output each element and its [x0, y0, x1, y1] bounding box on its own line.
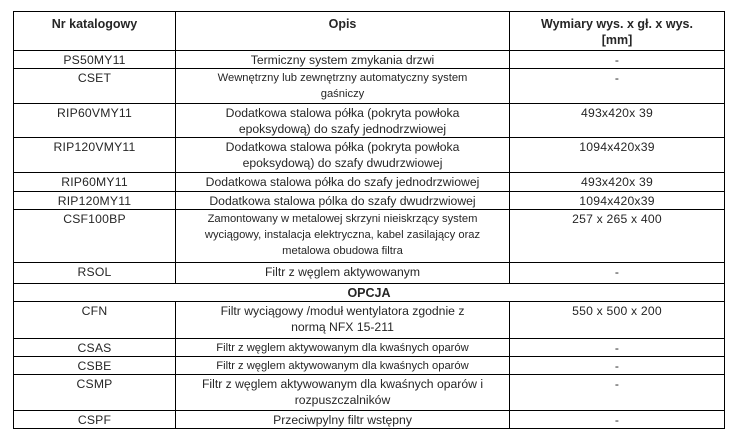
catalog-number-cell: CSAS: [13, 338, 176, 357]
catalog-number-cell: CSBE: [13, 356, 176, 375]
table-row: RIP120VMY11 Dodatkowa stalowa półka (pokr…: [13, 137, 725, 173]
catalog-number-cell: PS50MY11: [13, 50, 176, 69]
dimensions-cell: 493x420x 39: [509, 172, 725, 192]
table-body: PS50MY11 Termiczny system zmykania drzwi -…: [13, 50, 725, 429]
column-header-catalog-number: Nr katalogowy: [13, 11, 176, 51]
dimensions-cell: -: [509, 68, 725, 104]
dimensions-cell: 493x420x 39: [509, 103, 725, 138]
section-row: OPCJA: [13, 283, 725, 302]
catalog-number-cell: CSMP: [13, 374, 176, 411]
description-cell: Zamontowany w metalowej skrzyni nieiskrz…: [175, 209, 510, 263]
description-cell: Dodatkowa stalowa półka do szafy jednodr…: [175, 172, 510, 192]
dimensions-cell: 1094x420x39: [509, 191, 725, 210]
catalog-table: Nr katalogowy Opis Wymiary wys. x gł. x …: [13, 11, 725, 429]
table-row: RSOL Filtr z węglem aktywowanym -: [13, 262, 725, 284]
description-cell: Filtr z węglem aktywowanym: [175, 262, 510, 284]
catalog-number-cell: CSET: [13, 68, 176, 104]
description-cell: Termiczny system zmykania drzwi: [175, 50, 510, 69]
table-row: RIP60MY11 Dodatkowa stalowa półka do szaf…: [13, 172, 725, 192]
description-cell: Filtr wyciągowy /moduł wentylatora zgodn…: [175, 301, 510, 339]
table-row: CSF100BP Zamontowany w metalowej skrzyni …: [13, 209, 725, 263]
catalog-number-cell: RIP120MY11: [13, 191, 176, 210]
dimensions-cell: -: [509, 356, 725, 375]
description-cell: Przeciwpylny filtr wstępny: [175, 410, 510, 429]
catalog-number-cell: CSF100BP: [13, 209, 176, 263]
column-header-description: Opis: [175, 11, 510, 51]
dimensions-cell: 1094x420x39: [509, 137, 725, 173]
description-cell: Dodatkowa stalowa pólka do szafy dwudrzw…: [175, 191, 510, 210]
dimensions-cell: -: [509, 338, 725, 357]
table-header: Nr katalogowy Opis Wymiary wys. x gł. x …: [13, 11, 725, 51]
table-row: PS50MY11 Termiczny system zmykania drzwi -: [13, 50, 725, 69]
column-header-dimensions: Wymiary wys. x gł. x wys. [mm]: [509, 11, 725, 51]
description-cell: Filtr z węglem aktywowanym dla kwaśnych …: [175, 356, 510, 375]
catalog-table-container: Nr katalogowy Opis Wymiary wys. x gł. x …: [13, 11, 725, 429]
description-cell: Wewnętrzny lub zewnętrzny automatyczny s…: [175, 68, 510, 104]
table-row: CSBE Filtr z węglem aktywowanym dla kwaśn…: [13, 356, 725, 375]
catalog-number-cell: RIP60MY11: [13, 172, 176, 192]
catalog-number-cell: RIP120VMY11: [13, 137, 176, 173]
catalog-number-cell: CFN: [13, 301, 176, 339]
table-row: RIP120MY11 Dodatkowa stalowa pólka do sza…: [13, 191, 725, 210]
dimensions-cell: -: [509, 50, 725, 69]
description-cell: Filtr z węglem aktywowanym dla kwaśnych …: [175, 338, 510, 357]
catalog-number-cell: RSOL: [13, 262, 176, 284]
dimensions-cell: -: [509, 262, 725, 284]
table-row: CSAS Filtr z węglem aktywowanym dla kwaśn…: [13, 338, 725, 357]
table-row: RIP60VMY11 Dodatkowa stalowa półka (pokry…: [13, 103, 725, 138]
dimensions-cell: -: [509, 374, 725, 411]
dimensions-cell: 257 x 265 x 400: [509, 209, 725, 263]
table-row: CSMP Filtr z węglem aktywowanym dla kwaśn…: [13, 374, 725, 411]
header-row: Nr katalogowy Opis Wymiary wys. x gł. x …: [13, 11, 725, 51]
section-label: OPCJA: [13, 283, 725, 302]
catalog-number-cell: CSPF: [13, 410, 176, 429]
description-cell: Dodatkowa stalowa półka (pokryta powłoka…: [175, 103, 510, 138]
catalog-number-cell: RIP60VMY11: [13, 103, 176, 138]
description-cell: Dodatkowa stalowa półka (pokryta powłoka…: [175, 137, 510, 173]
table-row: CSET Wewnętrzny lub zewnętrzny automatycz…: [13, 68, 725, 104]
table-row: CFN Filtr wyciągowy /moduł wentylatora zg…: [13, 301, 725, 339]
table-row: CSPF Przeciwpylny filtr wstępny -: [13, 410, 725, 429]
dimensions-cell: -: [509, 410, 725, 429]
dimensions-cell: 550 x 500 x 200: [509, 301, 725, 339]
description-cell: Filtr z węglem aktywowanym dla kwaśnych …: [175, 374, 510, 411]
